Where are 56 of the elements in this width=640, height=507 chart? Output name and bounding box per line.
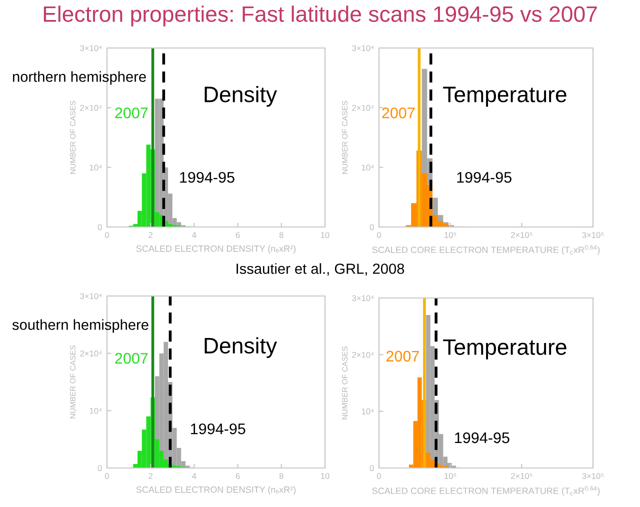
- x-tick-label: 6: [236, 232, 240, 238]
- x-axis-title: SCALED ELECTRON DENSITY (nₑxR²): [136, 486, 296, 495]
- y-tick-label: 3×10⁴: [80, 293, 102, 300]
- x-tick-label: 6: [236, 473, 240, 479]
- series-label: 1994-95: [455, 432, 510, 444]
- x-tick-label: 10⁵: [444, 473, 456, 479]
- y-tick-label: 10⁴: [362, 164, 374, 170]
- annotation: northern hemisphere: [12, 71, 146, 85]
- text: Issautier et al., GRL, 2008: [236, 263, 404, 276]
- y-tick-label: 2×10⁴: [80, 104, 102, 111]
- x-tick-label: 4: [192, 232, 196, 238]
- series-label: 1994-95: [180, 172, 234, 183]
- y-tick-label: 3×10⁴: [352, 295, 374, 302]
- x-tick-label: 0: [105, 473, 109, 479]
- series-label: 2007: [115, 108, 148, 118]
- x-tick-label: 4: [192, 473, 196, 479]
- series-label: 1994-95: [191, 423, 246, 434]
- x-axis-title: SCALED CORE ELECTRON TEMPERATURE (T$_{c}$xR$^{0.64}$): [372, 245, 600, 255]
- x-tick-label: 2: [148, 232, 152, 238]
- x-tick-label: 8: [279, 232, 284, 238]
- x-tick-label: 10: [321, 473, 330, 479]
- x-tick-label: 0: [377, 473, 381, 479]
- text: 2007: [382, 108, 415, 118]
- y-tick-label: 2×10⁴: [352, 104, 374, 111]
- annotation: Density: [204, 337, 277, 358]
- x-axis-title: SCALED CORE ELECTRON TEMPERATURE (T$_{c}$xR$^{0.64}$): [372, 486, 600, 496]
- x-tick-label: 0: [105, 232, 109, 238]
- y-tick-label: 10⁴: [90, 408, 102, 414]
- x-tick-label: 0: [377, 232, 381, 238]
- text: 2007: [115, 352, 148, 364]
- y-tick-label: 0: [370, 224, 374, 230]
- y-tick-label: 2×10⁴: [352, 352, 374, 358]
- x-tick-label: 2×10⁵: [510, 232, 532, 238]
- x-tick-label: 10: [321, 232, 330, 238]
- y-tick-label: 3×10⁴: [80, 45, 102, 52]
- annotation: southern hemisphere: [12, 319, 148, 333]
- x-axis-title: SCALED ELECTRON DENSITY (nₑxR²): [136, 245, 296, 254]
- x-tick-label: 3×10⁵: [582, 473, 604, 479]
- y-tick-label: 2×10⁴: [80, 350, 102, 356]
- y-tick-label: 0: [98, 224, 102, 230]
- x-tick-label: 2×10⁵: [510, 473, 532, 479]
- series-label: 2007: [386, 350, 419, 362]
- annotation: Temperature: [443, 339, 566, 360]
- y-tick-label: 10⁴: [362, 408, 374, 414]
- y-tick-label: 0: [370, 465, 374, 472]
- x-tick-label: 8: [279, 473, 284, 479]
- x-tick-label: 10⁵: [444, 232, 456, 238]
- annotation: Density: [204, 86, 277, 107]
- y-tick-label: 0: [98, 465, 102, 472]
- y-tick-label: 3×10⁴: [352, 45, 374, 52]
- x-tick-label: 2: [148, 473, 152, 479]
- y-tick-label: 10⁴: [90, 164, 102, 170]
- text: Electron properties: Fast latitude scans 1994-95 vs 2007: [44, 6, 597, 26]
- x-tick-label: 3×10⁵: [582, 232, 604, 238]
- series-label: 1994-95: [457, 172, 512, 183]
- annotation: Temperature: [443, 86, 566, 107]
